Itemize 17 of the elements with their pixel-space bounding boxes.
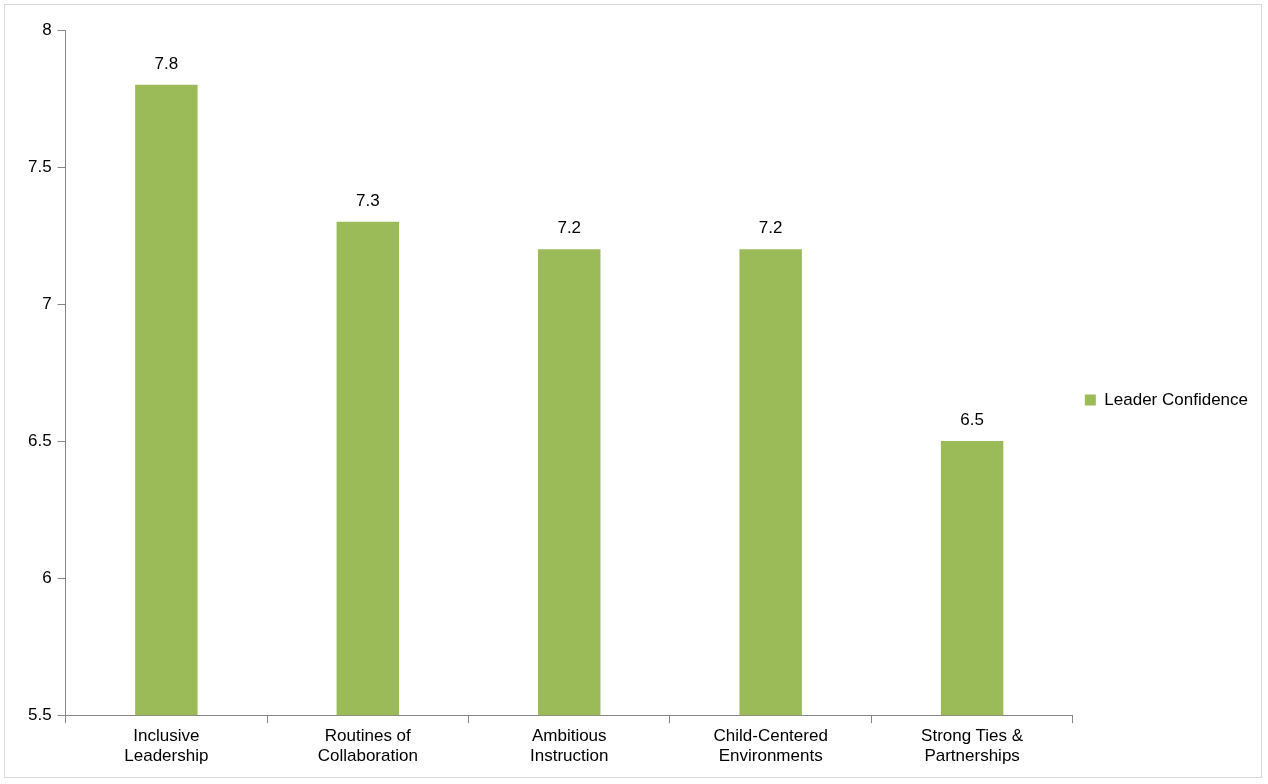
x-tick-label: Inclusive Leadership — [124, 726, 209, 766]
y-tick-label: 6 — [42, 567, 52, 587]
y-tick-label: 8 — [42, 19, 52, 39]
x-tick-label: Child-Centered Environments — [713, 726, 828, 766]
y-tick-label: 7.5 — [27, 156, 52, 176]
data-label: 7.3 — [355, 191, 380, 211]
data-label: 7.2 — [758, 218, 783, 238]
y-tick-label: 5.5 — [27, 704, 52, 724]
x-tick-label: Strong Ties & Partnerships — [921, 726, 1024, 766]
x-tick-label: Ambitious Instruction — [530, 726, 609, 766]
data-label: 7.2 — [557, 218, 582, 238]
x-tick-label: Routines of Collaboration — [317, 726, 418, 766]
data-label: 7.8 — [154, 54, 179, 73]
y-tick-label: 6.5 — [27, 430, 52, 450]
legend-label: Leader Confidence — [1104, 389, 1249, 409]
data-label: 6.5 — [960, 410, 984, 430]
y-tick-label: 7 — [42, 293, 52, 313]
